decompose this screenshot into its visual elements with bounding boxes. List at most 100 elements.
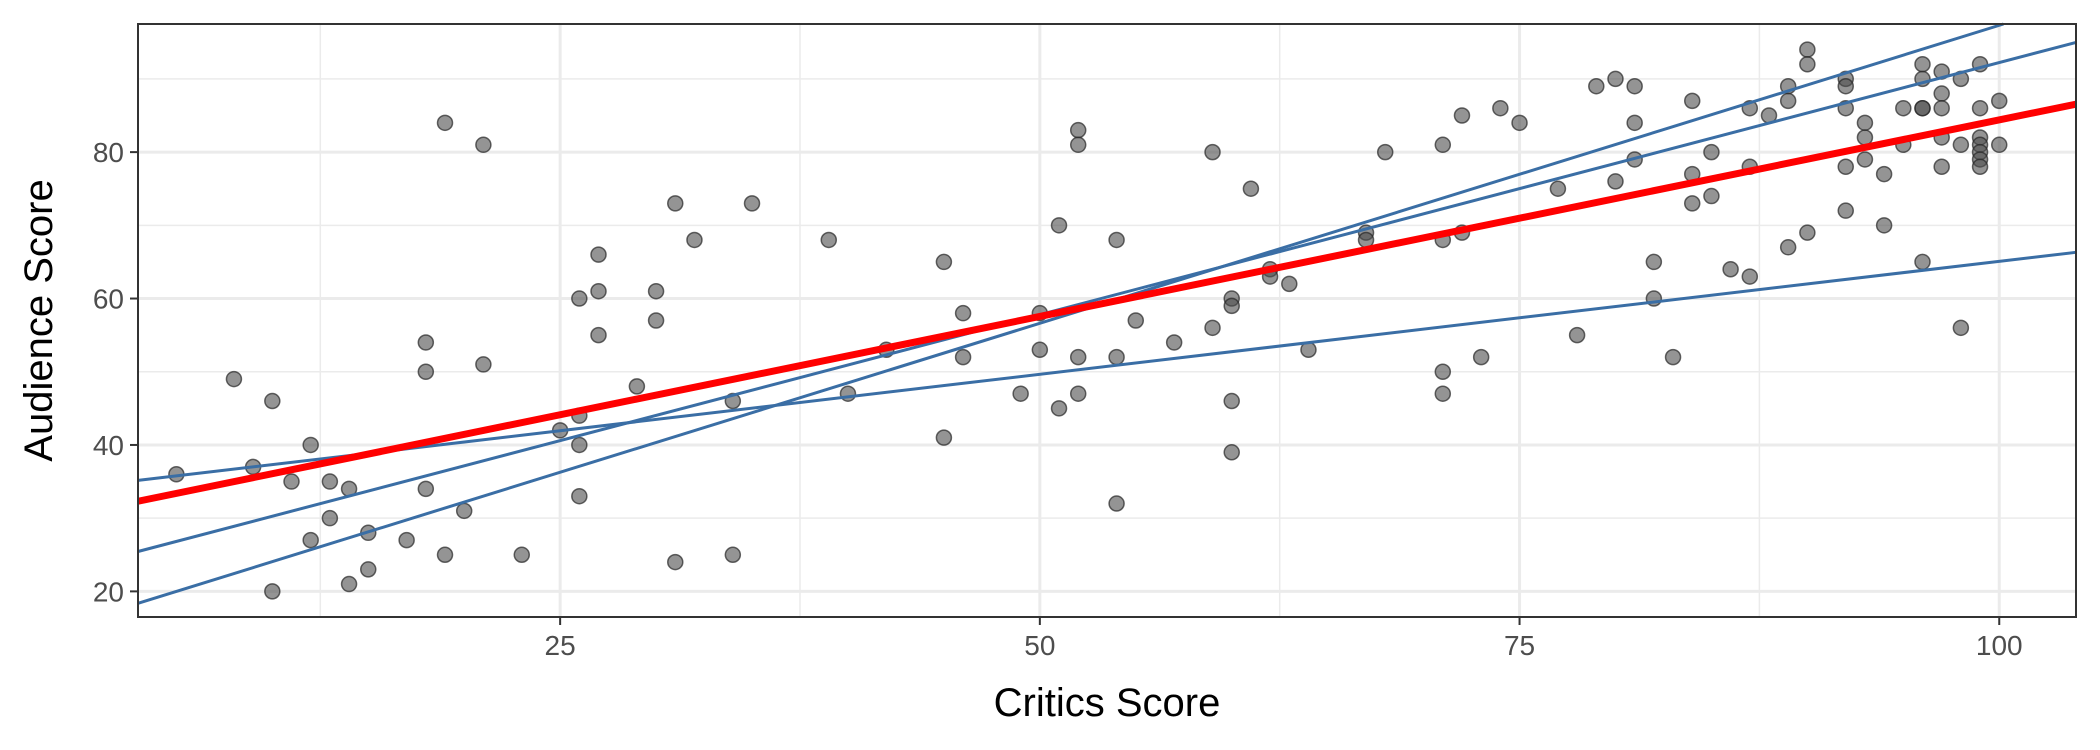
data-point xyxy=(1971,99,1989,117)
data-point xyxy=(590,326,607,344)
x-axis-title: Critics Score xyxy=(994,681,1221,725)
data-point xyxy=(302,436,319,454)
fitted-regression-line-path xyxy=(137,100,2077,505)
data-point xyxy=(628,378,646,395)
major-grid xyxy=(138,24,2076,617)
x-tick-label: 25 xyxy=(545,630,576,661)
y-tick-label: 20 xyxy=(93,576,124,607)
data-point xyxy=(1856,151,1874,168)
data-point xyxy=(1875,217,1893,234)
data-point xyxy=(571,487,588,505)
data-point xyxy=(264,392,281,410)
data-point xyxy=(647,282,665,300)
data-point xyxy=(1875,165,1893,183)
data-point xyxy=(647,312,665,329)
data-points xyxy=(168,41,2008,600)
data-point xyxy=(743,195,761,212)
data-point xyxy=(1856,129,1874,146)
data-point xyxy=(1914,253,1931,271)
data-point xyxy=(1108,231,1125,249)
data-point xyxy=(1952,319,1970,337)
data-point xyxy=(436,114,454,132)
data-point xyxy=(417,480,435,498)
data-point xyxy=(1837,158,1854,176)
data-point xyxy=(1127,312,1145,329)
data-point xyxy=(475,356,492,373)
data-point xyxy=(1069,385,1087,402)
data-point xyxy=(302,531,319,549)
data-point xyxy=(1933,99,1950,117)
data-point xyxy=(1549,180,1567,197)
data-point xyxy=(1837,202,1854,219)
data-point xyxy=(1223,392,1240,410)
data-point xyxy=(724,546,742,564)
data-point xyxy=(1434,385,1452,402)
data-point xyxy=(1683,92,1701,110)
data-point xyxy=(1779,92,1797,110)
data-point xyxy=(398,531,415,549)
data-point xyxy=(667,195,684,212)
data-point xyxy=(1511,114,1528,132)
data-point xyxy=(1741,268,1759,285)
data-point xyxy=(1914,99,1931,117)
data-point xyxy=(1568,326,1586,344)
data-point xyxy=(1607,70,1624,88)
data-point xyxy=(475,136,492,154)
data-point xyxy=(1223,444,1240,461)
data-point xyxy=(1683,195,1701,212)
data-point xyxy=(455,502,473,520)
data-point xyxy=(1722,261,1739,278)
x-tick-label: 75 xyxy=(1504,630,1535,661)
x-axis-ticks: 25 50 75 100 xyxy=(545,617,2023,661)
y-tick-label: 40 xyxy=(93,430,124,461)
data-point xyxy=(686,231,703,249)
data-point xyxy=(1050,400,1068,417)
data-point xyxy=(360,561,377,578)
sample-regression-line xyxy=(137,250,2077,482)
data-point xyxy=(590,246,607,263)
y-tick-label: 80 xyxy=(93,137,124,168)
data-point xyxy=(954,304,972,322)
data-point xyxy=(1799,56,1816,73)
data-point xyxy=(1933,158,1950,176)
data-point xyxy=(1799,41,1816,58)
data-point xyxy=(340,575,358,593)
data-point xyxy=(1108,348,1125,366)
data-point xyxy=(225,370,243,388)
data-point xyxy=(1472,348,1490,366)
data-point xyxy=(417,363,435,380)
data-point xyxy=(571,290,588,307)
data-point xyxy=(1204,143,1221,161)
data-point xyxy=(1779,239,1797,256)
data-point xyxy=(1645,253,1663,271)
data-point xyxy=(1626,114,1643,132)
data-point xyxy=(1990,136,2008,154)
data-point xyxy=(436,546,454,564)
data-point xyxy=(1434,136,1452,154)
data-point xyxy=(1069,136,1087,154)
data-point xyxy=(1242,180,1260,197)
data-point xyxy=(1434,363,1452,380)
y-axis-ticks: 20 40 60 80 xyxy=(93,137,138,607)
data-point xyxy=(264,583,281,600)
sample-regression-lines xyxy=(137,22,2077,605)
y-axis-title: Audience Score xyxy=(17,179,61,461)
minor-grid xyxy=(138,24,2076,617)
data-point xyxy=(1856,114,1874,132)
data-point xyxy=(1588,77,1605,95)
data-point xyxy=(321,473,339,490)
data-point xyxy=(1204,319,1221,337)
data-point xyxy=(1664,348,1682,366)
data-point xyxy=(1703,143,1720,161)
data-point xyxy=(1895,99,1912,117)
data-point xyxy=(1492,99,1509,117)
fitted-regression-line xyxy=(137,100,2077,505)
data-point xyxy=(1990,92,2008,110)
data-point xyxy=(1165,334,1183,351)
data-point xyxy=(1069,121,1087,139)
y-tick-label: 60 xyxy=(93,284,124,315)
data-point xyxy=(1837,77,1854,95)
data-point xyxy=(1933,85,1950,102)
data-point xyxy=(820,231,838,249)
